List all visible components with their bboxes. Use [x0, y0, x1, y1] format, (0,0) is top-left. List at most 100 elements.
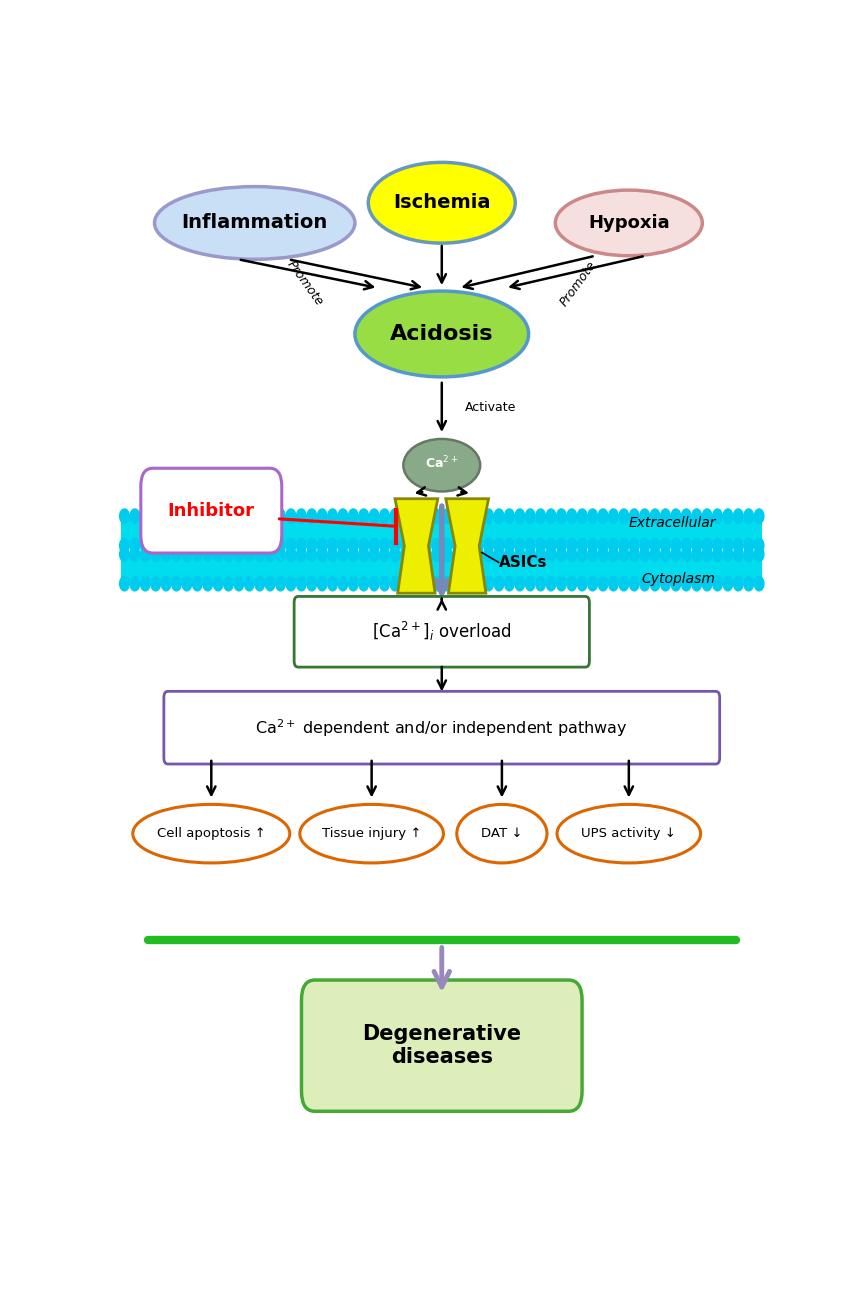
Circle shape: [140, 539, 150, 553]
Text: Ca$^{2+}$ dependent and/or independent pathway: Ca$^{2+}$ dependent and/or independent p…: [255, 717, 628, 738]
Circle shape: [161, 547, 170, 561]
Text: Tissue injury ↑: Tissue injury ↑: [321, 827, 421, 840]
Ellipse shape: [133, 805, 289, 863]
Circle shape: [369, 509, 379, 523]
Circle shape: [670, 547, 680, 561]
Circle shape: [265, 509, 275, 523]
Circle shape: [681, 577, 691, 591]
Circle shape: [712, 547, 722, 561]
Circle shape: [400, 577, 410, 591]
Circle shape: [431, 577, 441, 591]
Circle shape: [421, 577, 430, 591]
Circle shape: [702, 577, 711, 591]
Circle shape: [649, 509, 660, 523]
Circle shape: [390, 577, 400, 591]
Text: Extracellular: Extracellular: [628, 517, 715, 530]
Circle shape: [296, 539, 306, 553]
Circle shape: [608, 539, 617, 553]
Circle shape: [483, 547, 492, 561]
Circle shape: [151, 547, 160, 561]
Circle shape: [753, 577, 763, 591]
Circle shape: [245, 509, 254, 523]
Circle shape: [504, 539, 514, 553]
Circle shape: [317, 577, 326, 591]
Circle shape: [691, 509, 701, 523]
Circle shape: [743, 547, 753, 561]
Circle shape: [514, 539, 524, 553]
Circle shape: [202, 547, 213, 561]
Circle shape: [493, 539, 503, 553]
Ellipse shape: [154, 186, 355, 260]
Circle shape: [223, 539, 233, 553]
Circle shape: [255, 539, 264, 553]
Circle shape: [681, 547, 691, 561]
Circle shape: [452, 577, 461, 591]
Circle shape: [546, 539, 555, 553]
Circle shape: [380, 577, 389, 591]
Circle shape: [525, 509, 535, 523]
Circle shape: [691, 577, 701, 591]
Text: DAT ↓: DAT ↓: [480, 827, 522, 840]
Circle shape: [411, 539, 420, 553]
Circle shape: [743, 539, 753, 553]
Circle shape: [649, 539, 660, 553]
Circle shape: [130, 547, 139, 561]
Circle shape: [598, 577, 607, 591]
Circle shape: [296, 547, 306, 561]
Bar: [121, 518, 762, 543]
Circle shape: [276, 547, 285, 561]
Circle shape: [358, 509, 369, 523]
Circle shape: [140, 577, 150, 591]
Text: Cell apoptosis ↑: Cell apoptosis ↑: [157, 827, 265, 840]
Circle shape: [608, 509, 617, 523]
Bar: [121, 543, 762, 556]
Circle shape: [192, 539, 201, 553]
Circle shape: [660, 509, 670, 523]
Circle shape: [577, 547, 586, 561]
Circle shape: [171, 577, 181, 591]
Circle shape: [192, 577, 201, 591]
Ellipse shape: [456, 805, 547, 863]
Circle shape: [691, 539, 701, 553]
Circle shape: [504, 509, 514, 523]
Circle shape: [514, 577, 524, 591]
Circle shape: [400, 547, 410, 561]
Circle shape: [483, 577, 492, 591]
Circle shape: [348, 509, 357, 523]
FancyBboxPatch shape: [140, 468, 282, 553]
Circle shape: [276, 509, 285, 523]
FancyBboxPatch shape: [164, 691, 719, 764]
Circle shape: [223, 509, 233, 523]
Circle shape: [598, 539, 607, 553]
Circle shape: [733, 509, 742, 523]
Circle shape: [120, 509, 129, 523]
Circle shape: [161, 509, 170, 523]
Circle shape: [536, 509, 545, 523]
Circle shape: [161, 577, 170, 591]
Circle shape: [462, 509, 472, 523]
Circle shape: [411, 577, 420, 591]
Circle shape: [670, 577, 680, 591]
Circle shape: [369, 577, 379, 591]
Circle shape: [327, 577, 337, 591]
Circle shape: [639, 577, 648, 591]
Ellipse shape: [556, 805, 700, 863]
Circle shape: [411, 509, 420, 523]
Circle shape: [400, 539, 410, 553]
Circle shape: [338, 547, 347, 561]
Circle shape: [120, 539, 129, 553]
Circle shape: [130, 539, 139, 553]
Circle shape: [171, 547, 181, 561]
Circle shape: [348, 577, 357, 591]
Circle shape: [462, 547, 472, 561]
Circle shape: [702, 509, 711, 523]
Circle shape: [358, 539, 369, 553]
Circle shape: [536, 577, 545, 591]
Circle shape: [577, 577, 586, 591]
Circle shape: [151, 509, 160, 523]
Circle shape: [245, 577, 254, 591]
Circle shape: [733, 577, 742, 591]
Circle shape: [140, 547, 150, 561]
Circle shape: [753, 547, 763, 561]
Circle shape: [286, 547, 295, 561]
